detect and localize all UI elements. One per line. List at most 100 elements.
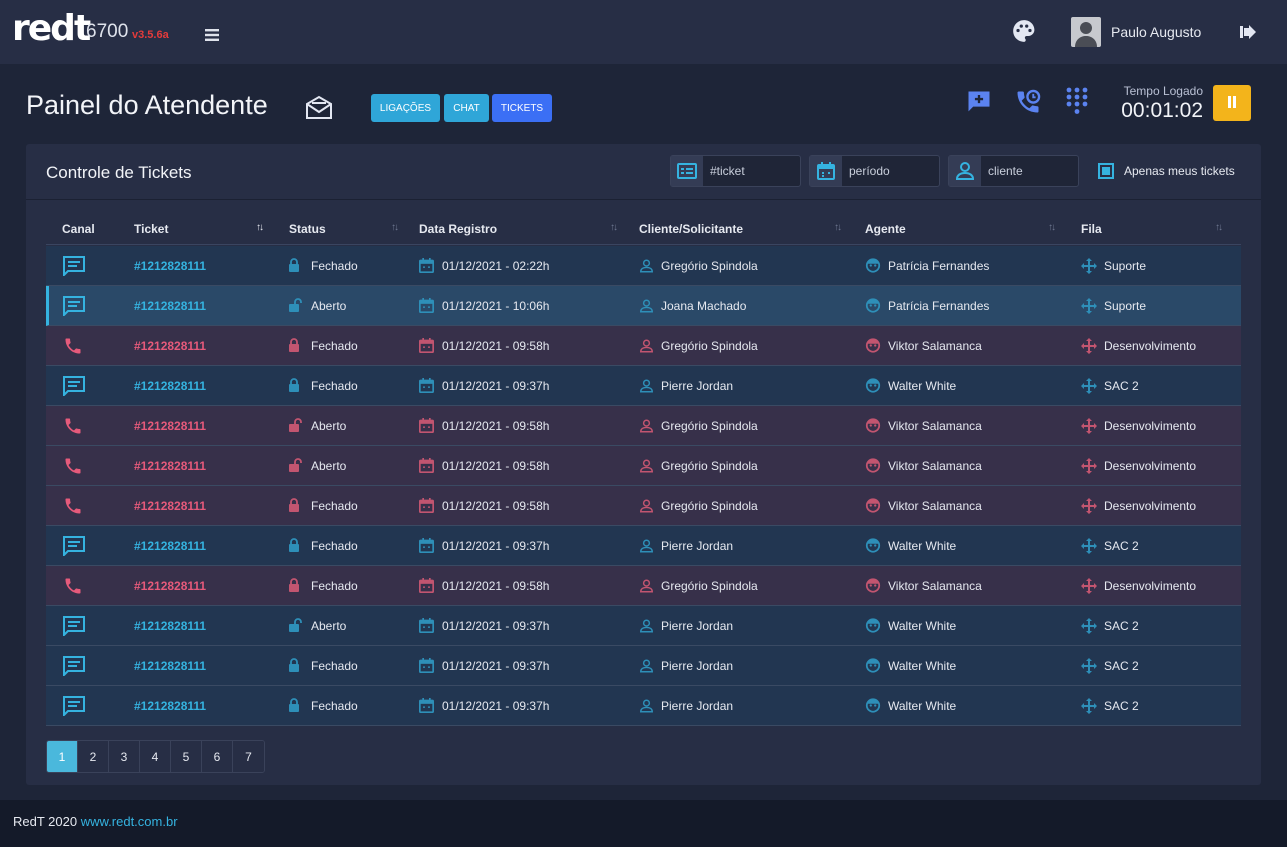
ticket-id[interactable]: #1212828111 [134,659,207,673]
calendar-icon [419,378,434,398]
table-row[interactable]: #1212828111 Aberto 01/12/2021 - 09:37h P… [46,606,1241,646]
ticket-id[interactable]: #1212828111 [134,619,207,633]
agent-icon [865,698,881,718]
ticket-date: 01/12/2021 - 09:37h [442,619,550,633]
chat-button[interactable]: CHAT [444,94,489,122]
ticket-date: 01/12/2021 - 09:37h [442,379,550,393]
ticket-date: 01/12/2021 - 09:37h [442,539,550,553]
page-5-button[interactable]: 5 [171,741,202,772]
column-data-registro[interactable]: Data Registro [419,222,498,236]
user-icon [949,156,981,186]
agent-icon [865,538,881,558]
calendar-icon [419,298,434,318]
ticket-id[interactable]: #1212828111 [134,579,207,593]
ticket-cliente: Gregório Spindola [661,459,758,473]
ticket-date: 01/12/2021 - 09:58h [442,499,550,513]
sort-icon[interactable]: ↑↓ [256,222,264,233]
cliente-input[interactable] [982,156,1078,186]
sort-icon[interactable]: ↑↓ [1215,222,1223,233]
phone-icon [63,576,83,601]
call-history-icon[interactable] [1014,88,1042,121]
palette-icon[interactable] [1011,18,1037,49]
ticket-id[interactable]: #1212828111 [134,419,207,433]
ticket-id[interactable]: #1212828111 [134,299,207,313]
dialpad-icon[interactable] [1066,87,1088,120]
sort-icon[interactable]: ↑↓ [610,222,618,233]
page-1-button[interactable]: 1 [47,741,78,772]
ligacoes-button[interactable]: LIGAÇÕES [371,94,440,122]
ticket-status: Fechado [311,379,358,393]
table-row[interactable]: #1212828111 Fechado 01/12/2021 - 02:22h … [46,246,1241,286]
table-row[interactable]: #1212828111 Fechado 01/12/2021 - 09:37h … [46,686,1241,726]
lock-icon [288,338,300,357]
table-row[interactable]: #1212828111 Aberto 01/12/2021 - 09:58h G… [46,446,1241,486]
ticket-id[interactable]: #1212828111 [134,459,207,473]
ticket-id[interactable]: #1212828111 [134,699,207,713]
table-row[interactable]: #1212828111 Fechado 01/12/2021 - 09:58h … [46,326,1241,366]
logout-icon[interactable] [1240,25,1256,44]
ticket-id[interactable]: #1212828111 [134,379,207,393]
tempo-logado-value: 00:01:02 [1121,99,1203,122]
sort-icon[interactable]: ↑↓ [391,222,399,233]
table-row[interactable]: #1212828111 Aberto 01/12/2021 - 09:58h G… [46,406,1241,446]
ticket-cliente: Pierre Jordan [661,539,734,553]
column-agente[interactable]: Agente [865,222,906,236]
ticket-id[interactable]: #1212828111 [134,339,207,353]
sort-icon[interactable]: ↑↓ [834,222,842,233]
page-7-button[interactable]: 7 [233,741,264,772]
ticket-date: 01/12/2021 - 09:58h [442,459,550,473]
ticket-id[interactable]: #1212828111 [134,259,207,273]
table-row[interactable]: #1212828111 Fechado 01/12/2021 - 09:37h … [46,526,1241,566]
page-4-button[interactable]: 4 [140,741,171,772]
ticket-cliente: Gregório Spindola [661,339,758,353]
column-cliente[interactable]: Cliente/Solicitante [639,222,744,236]
ticket-cliente: Pierre Jordan [661,619,734,633]
ticket-cliente: Pierre Jordan [661,379,734,393]
page-2-button[interactable]: 2 [78,741,109,772]
menu-icon[interactable] [205,28,219,46]
ticket-fila: SAC 2 [1104,539,1139,553]
pause-button[interactable] [1213,85,1251,121]
user-icon [639,659,654,678]
queue-icon [1081,658,1097,679]
mail-icon[interactable] [305,95,333,126]
column-canal[interactable]: Canal [62,222,95,236]
table-row[interactable]: #1212828111 Fechado 01/12/2021 - 09:58h … [46,486,1241,526]
ticket-cliente: Pierre Jordan [661,699,734,713]
chat-icon [63,296,85,321]
table-row[interactable]: #1212828111 Fechado 01/12/2021 - 09:37h … [46,646,1241,686]
ticket-cliente: Gregório Spindola [661,579,758,593]
lock-icon [288,698,300,717]
avatar[interactable] [1071,17,1101,47]
logo[interactable]: redt [12,8,91,49]
table-row[interactable]: #1212828111 Fechado 01/12/2021 - 09:58h … [46,566,1241,606]
column-fila[interactable]: Fila [1081,222,1102,236]
ticket-cliente: Pierre Jordan [661,659,734,673]
table-row[interactable]: #1212828111 Fechado 01/12/2021 - 09:37h … [46,366,1241,406]
user-icon [639,499,654,518]
only-mine-label[interactable]: Apenas meus tickets [1124,164,1235,178]
column-status[interactable]: Status [289,222,326,236]
periodo-input[interactable] [843,156,939,186]
page-3-button[interactable]: 3 [109,741,140,772]
chat-icon [63,376,85,401]
page-6-button[interactable]: 6 [202,741,233,772]
calendar-icon [419,498,434,518]
lock-icon [288,538,300,557]
user-name[interactable]: Paulo Augusto [1111,24,1202,40]
chat-icon [63,616,85,641]
ticket-input[interactable] [704,156,800,186]
ticket-date: 01/12/2021 - 09:37h [442,699,550,713]
sort-icon[interactable]: ↑↓ [1048,222,1056,233]
new-chat-icon[interactable] [965,88,993,121]
ticket-id[interactable]: #1212828111 [134,539,207,553]
column-ticket[interactable]: Ticket [134,222,169,236]
ticket-agente: Walter White [888,539,957,553]
only-mine-checkbox[interactable] [1098,163,1114,179]
ticket-fila: SAC 2 [1104,619,1139,633]
ticket-id[interactable]: #1212828111 [134,499,207,513]
table-row[interactable]: #1212828111 Aberto 01/12/2021 - 10:06h J… [46,286,1241,326]
tickets-button[interactable]: TICKETS [492,94,552,122]
footer-link[interactable]: www.redt.com.br [80,814,178,829]
